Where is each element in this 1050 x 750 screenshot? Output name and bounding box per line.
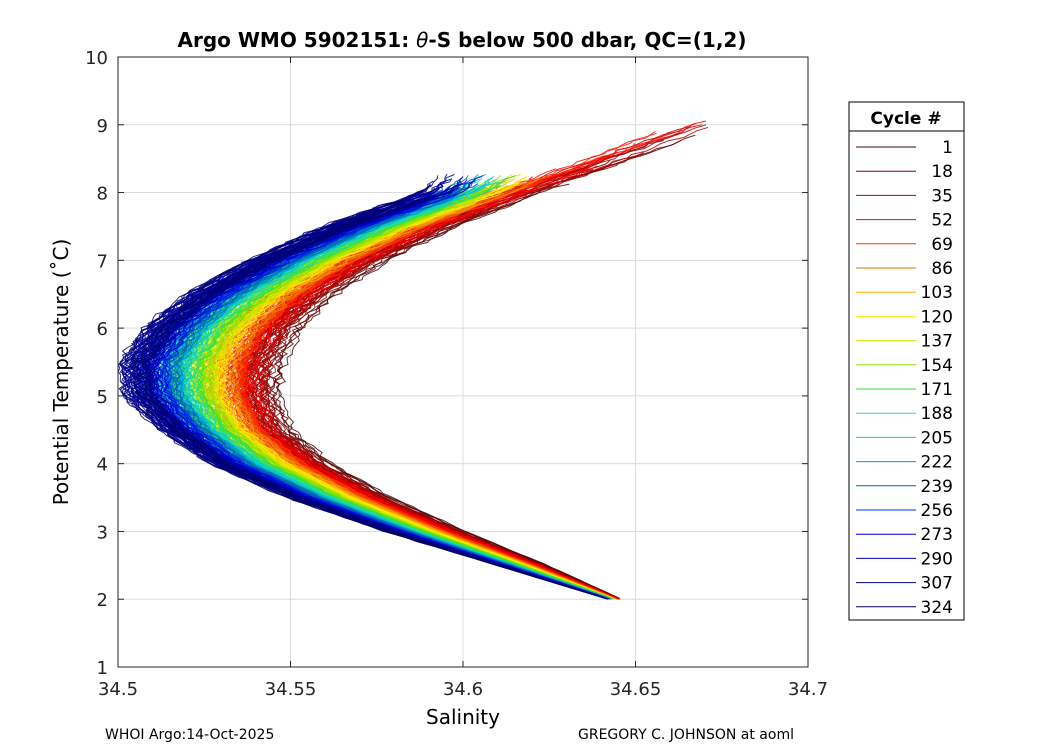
profile-line-243 <box>171 206 603 597</box>
y-ticks: 1 2 3 4 5 6 7 8 9 10 <box>85 48 808 679</box>
legend-label-205: 205 <box>921 428 953 448</box>
legend-label-35: 35 <box>931 186 953 206</box>
legend-label-307: 307 <box>921 574 953 594</box>
x-tick-label-4: 34.7 <box>788 679 828 700</box>
legend-label-154: 154 <box>921 356 953 376</box>
profile-line-99 <box>230 177 597 592</box>
y-axis-label: Potential Temperature (˚C) <box>49 239 73 506</box>
profile-line-207 <box>184 186 607 598</box>
profile-line-34 <box>259 215 604 593</box>
profile-line-324 <box>136 212 587 594</box>
legend-label-137: 137 <box>921 332 953 352</box>
profile-line-226 <box>178 196 606 598</box>
legend-entries: 1 18 35 52 69 86 103 120 137 154 171 188 205 222 239 25… <box>856 138 953 618</box>
legend-label-1: 1 <box>942 138 953 158</box>
profile-line-157 <box>205 206 607 597</box>
profile-line-46 <box>250 165 613 597</box>
profile-line-71 <box>243 206 611 597</box>
legend-label-86: 86 <box>931 259 953 279</box>
profile-line-312 <box>146 196 602 598</box>
profile-line-10 <box>273 214 612 596</box>
profile-line-323 <box>129 187 605 599</box>
x-tick-label-2: 34.6 <box>443 679 483 700</box>
legend: Cycle # 1 18 35 52 69 86 103 120 137 154 171 188 205… <box>848 101 965 621</box>
profile-line-66 <box>239 212 602 594</box>
legend-label-222: 222 <box>921 453 953 473</box>
profile-line-18 <box>266 161 621 600</box>
y-tick-label-6: 7 <box>97 251 108 272</box>
legend-label-120: 120 <box>921 307 953 327</box>
profiles-layer <box>118 120 709 600</box>
x-axis-label: Salinity <box>426 705 500 729</box>
footer-date-credit: WHOI Argo:14-Oct-2025 <box>105 727 275 743</box>
profile-line-322 <box>119 175 608 600</box>
legend-box <box>848 101 965 621</box>
profile-line-321 <box>140 219 598 597</box>
legend-label-256: 256 <box>921 501 953 521</box>
legend-label-273: 273 <box>921 525 953 545</box>
legend-label-69: 69 <box>931 235 953 255</box>
y-tick-label-1: 2 <box>97 590 108 611</box>
footer-author-credit: GREGORY C. JOHNSON at aoml <box>578 727 794 743</box>
x-ticks: 34.5 34.55 34.6 34.65 34.7 <box>98 57 828 700</box>
y-tick-label-5: 6 <box>97 319 108 340</box>
y-tick-label-0: 1 <box>97 658 108 679</box>
profile-line-109 <box>219 191 616 600</box>
profile-line-121 <box>219 186 611 598</box>
title-theta-symbol: θ <box>416 28 428 52</box>
legend-label-239: 239 <box>921 477 953 497</box>
chart-title: Argo WMO 5902151: θ-S below 500 dbar, QC… <box>178 28 747 52</box>
y-tick-label-4: 5 <box>97 387 108 408</box>
y-tick-label-8: 9 <box>97 116 108 137</box>
legend-title: Cycle # <box>870 109 941 129</box>
profile-line-293 <box>152 186 603 598</box>
x-tick-label-1: 34.55 <box>265 679 317 700</box>
legend-label-171: 171 <box>921 380 953 400</box>
y-tick-label-9: 10 <box>85 48 108 69</box>
profile-line-140 <box>212 196 610 598</box>
legend-label-103: 103 <box>921 283 953 303</box>
y-tick-label-2: 3 <box>97 522 108 543</box>
x-tick-label-3: 34.65 <box>610 679 662 700</box>
title-prefix: Argo WMO 5902151: <box>178 28 417 52</box>
title-suffix: -S below 500 dbar, QC=(1,2) <box>428 28 746 52</box>
legend-label-52: 52 <box>931 211 953 231</box>
legend-label-188: 188 <box>921 404 953 424</box>
y-tick-label-7: 8 <box>97 184 108 205</box>
x-tick-label-0: 34.5 <box>98 679 138 700</box>
legend-label-18: 18 <box>931 162 953 182</box>
profile-line-48 <box>252 194 618 600</box>
legend-label-324: 324 <box>921 598 953 618</box>
profile-line-271 <box>163 177 587 592</box>
y-tick-label-3: 4 <box>97 455 108 476</box>
profile-line-185 <box>195 177 592 592</box>
legend-label-290: 290 <box>921 549 953 569</box>
